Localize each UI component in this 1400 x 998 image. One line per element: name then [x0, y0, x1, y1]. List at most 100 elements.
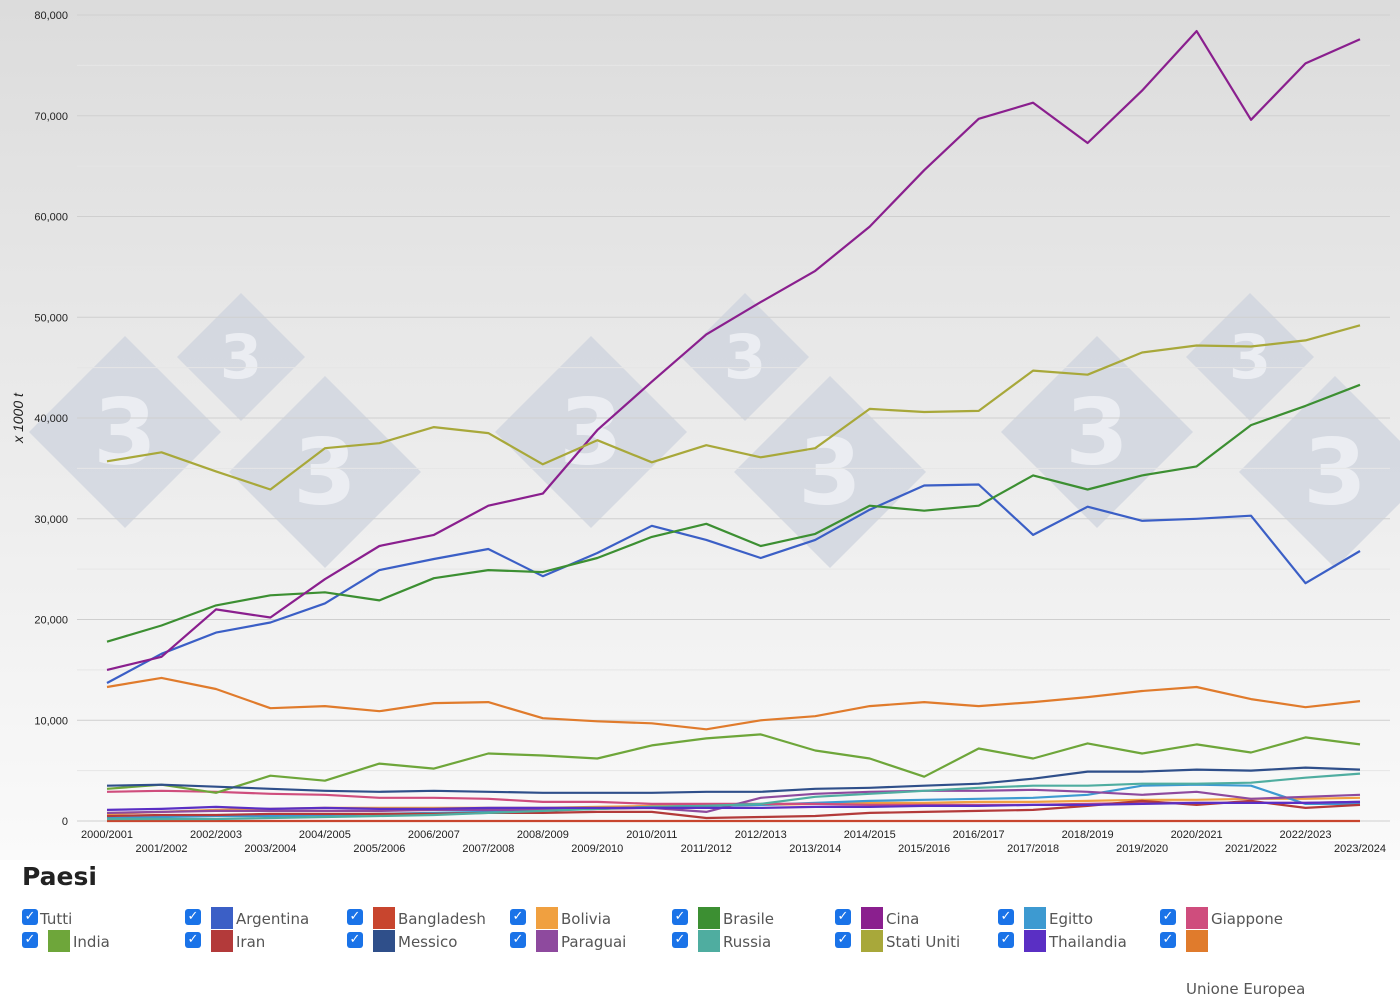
- x-tick-label: 2011/2012: [681, 843, 732, 855]
- x-tick-label: 2018/2019: [1062, 829, 1114, 841]
- checkbox-checked-icon[interactable]: ✓: [1160, 932, 1176, 948]
- checkbox-checked-icon[interactable]: ✓: [347, 909, 363, 925]
- y-tick-label: 10,000: [34, 715, 68, 727]
- legend-label: Iran: [236, 933, 266, 951]
- legend-item-unione-europea[interactable]: ✓ Unione Europea: [1160, 930, 1320, 998]
- color-swatch: [536, 907, 558, 929]
- checkbox-checked-icon[interactable]: ✓: [510, 909, 526, 925]
- color-swatch: [1186, 930, 1208, 952]
- series-line-argentina: [106, 483, 1361, 684]
- color-swatch: [698, 930, 720, 952]
- x-tick-label: 2009/2010: [571, 843, 623, 855]
- y-tick-label: 40,000: [34, 413, 68, 425]
- checkbox-checked-icon[interactable]: ✓: [22, 909, 38, 925]
- legend-item-russia[interactable]: ✓ Russia: [672, 930, 832, 980]
- color-swatch: [536, 930, 558, 952]
- color-swatch: [211, 907, 233, 929]
- legend-label: Egitto: [1049, 910, 1094, 928]
- x-tick-label: 2014/2015: [844, 829, 896, 841]
- legend-label: Paraguai: [561, 933, 627, 951]
- watermark-diamond: [734, 376, 926, 568]
- color-swatch: [373, 907, 395, 929]
- color-swatch: [698, 907, 720, 929]
- watermark-diamond: [177, 293, 305, 421]
- watermark-diamond: [229, 376, 421, 568]
- color-swatch: [861, 907, 883, 929]
- y-tick-label: 80,000: [34, 10, 68, 22]
- y-tick-label: 30,000: [34, 514, 68, 526]
- watermark-logo: 333 333 333: [29, 293, 1400, 568]
- x-tick-label: 2001/2002: [135, 843, 187, 855]
- series-line-cina: [106, 30, 1361, 671]
- legend-label: Russia: [723, 933, 772, 951]
- legend-item-india[interactable]: ✓ India: [22, 930, 182, 980]
- x-tick-label: 2012/2013: [735, 829, 787, 841]
- legend-label: Unione Europea: [1186, 980, 1306, 998]
- checkbox-checked-icon[interactable]: ✓: [998, 909, 1014, 925]
- legend-item-thailandia[interactable]: ✓ Thailandia: [998, 930, 1158, 980]
- color-swatch: [48, 930, 70, 952]
- watermark-digit: 3: [724, 323, 766, 393]
- checkbox-checked-icon[interactable]: ✓: [1160, 909, 1176, 925]
- x-tick-label: 2004/2005: [299, 829, 351, 841]
- checkbox-checked-icon[interactable]: ✓: [185, 909, 201, 925]
- checkbox-checked-icon[interactable]: ✓: [672, 909, 688, 925]
- legend-item-egitto[interactable]: ✓ Egitto: [998, 907, 1158, 957]
- series-line-unione-europea: [106, 676, 1361, 731]
- legend-label: Argentina: [236, 910, 310, 928]
- legend-item-messico[interactable]: ✓ Messico: [347, 930, 507, 980]
- checkbox-checked-icon[interactable]: ✓: [22, 932, 38, 948]
- color-swatch: [373, 930, 395, 952]
- x-tick-label: 2000/2001: [81, 829, 133, 841]
- checkbox-checked-icon[interactable]: ✓: [185, 932, 201, 948]
- watermark-digit: 3: [220, 323, 262, 393]
- legend-item-tutti[interactable]: ✓ Tutti: [22, 909, 182, 957]
- checkbox-checked-icon[interactable]: ✓: [510, 932, 526, 948]
- chart-area: 333 333 333 010,00020,00030,00040,00050,00…: [0, 0, 1400, 860]
- series-line-russia: [107, 772, 1361, 821]
- y-tick-label: 60,000: [34, 212, 68, 224]
- y-tick-label: 70,000: [34, 111, 68, 123]
- legend-item-stati-uniti[interactable]: ✓ Stati Uniti: [835, 930, 995, 980]
- y-axis-label: x 1000 t: [10, 392, 26, 444]
- legend-item-giappone[interactable]: ✓ Giappone: [1160, 907, 1320, 957]
- checkbox-checked-icon[interactable]: ✓: [672, 932, 688, 948]
- x-tick-label: 2005/2006: [353, 843, 405, 855]
- legend-item-cina[interactable]: ✓ Cina: [835, 907, 995, 957]
- x-tick-label: 2023/2024: [1334, 843, 1386, 855]
- checkbox-checked-icon[interactable]: ✓: [835, 909, 851, 925]
- x-tick-label: 2015/2016: [898, 843, 950, 855]
- watermark-digit: 3: [93, 379, 156, 486]
- legend-label: Thailandia: [1049, 933, 1127, 951]
- legend-item-paraguai[interactable]: ✓ Paraguai: [510, 930, 670, 980]
- x-tick-label: 2002/2003: [190, 829, 242, 841]
- watermark-digit: 3: [798, 419, 861, 526]
- checkbox-checked-icon[interactable]: ✓: [347, 932, 363, 948]
- checkbox-checked-icon[interactable]: ✓: [998, 932, 1014, 948]
- legend-label: Tutti: [40, 910, 73, 928]
- color-swatch: [1024, 907, 1046, 929]
- watermark-diamond: [681, 293, 809, 421]
- x-tick-label: 2008/2009: [517, 829, 569, 841]
- x-tick-label: 2019/2020: [1116, 843, 1168, 855]
- series-line-iran: [106, 799, 1361, 820]
- x-tick-label: 2007/2008: [462, 843, 514, 855]
- y-tick-label: 50,000: [34, 312, 68, 324]
- watermark-diamond: [1239, 376, 1400, 568]
- checkbox-checked-icon[interactable]: ✓: [835, 932, 851, 948]
- legend-label: Bolivia: [561, 910, 612, 928]
- x-tick-label: 2020/2021: [1171, 829, 1223, 841]
- x-tick-label: 2013/2014: [789, 843, 841, 855]
- color-swatch: [211, 930, 233, 952]
- legend-item-bangladesh[interactable]: ✓ Bangladesh: [347, 907, 507, 957]
- legend-item-argentina[interactable]: ✓ Argentina: [185, 907, 345, 957]
- legend-item-iran[interactable]: ✓ Iran: [185, 930, 345, 980]
- x-axis: 2000/20012001/20022002/20032003/20042004…: [81, 829, 1386, 855]
- x-tick-label: 2003/2004: [244, 843, 296, 855]
- legend-item-brasile[interactable]: ✓ Brasile: [672, 907, 832, 957]
- legend-item-bolivia[interactable]: ✓ Bolivia: [510, 907, 670, 957]
- y-axis: 0 10,000 20,000 30,000 40,000 50,000 60,000 70,…: [34, 10, 68, 828]
- color-swatch: [861, 930, 883, 952]
- legend-label: Brasile: [723, 910, 775, 928]
- watermark-digit: 3: [293, 419, 356, 526]
